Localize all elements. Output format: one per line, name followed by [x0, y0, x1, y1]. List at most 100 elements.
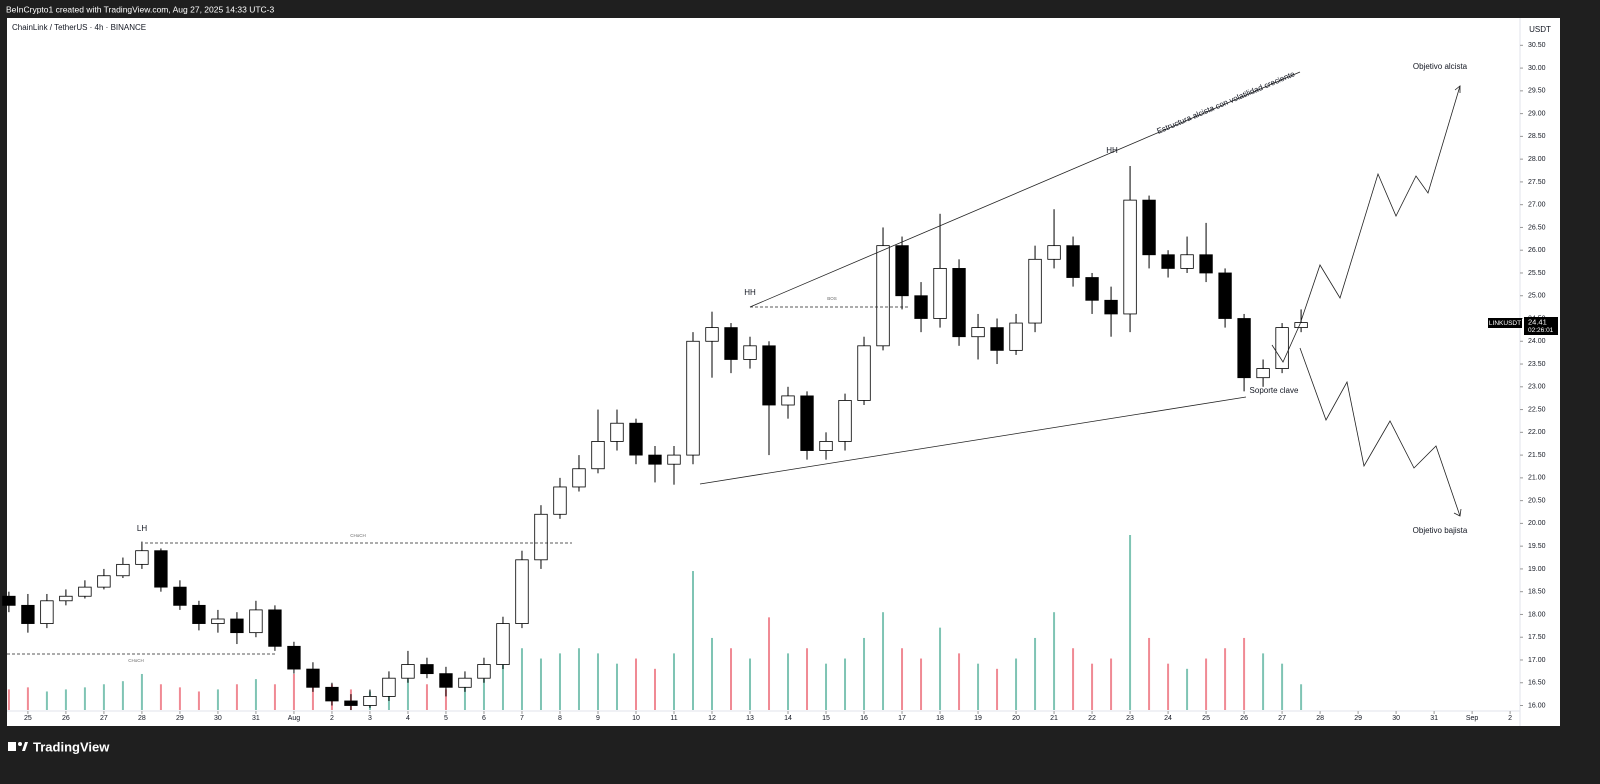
- candle-body: [1237, 318, 1251, 379]
- volume-bar: [64, 689, 67, 710]
- candle-body: [952, 268, 966, 338]
- chart-title: ChainLink / TetherUS · 4h · BINANCE: [12, 23, 146, 32]
- volume-bar: [102, 684, 105, 710]
- arrowhead: [1454, 85, 1461, 93]
- candle-body: [287, 645, 301, 670]
- volume-bar: [958, 653, 961, 710]
- candle-body: [1085, 277, 1099, 301]
- candle-body: [59, 595, 73, 602]
- volume-bar: [615, 663, 618, 710]
- candle-body: [97, 575, 111, 588]
- candle-body: [211, 618, 225, 624]
- y-tick-label: 22.50: [1528, 406, 1546, 413]
- x-tick-label: 27: [100, 715, 108, 722]
- volume-bar: [901, 648, 904, 710]
- candle-layer: [2, 165, 1308, 711]
- x-tick-label: 2: [1508, 715, 1512, 722]
- y-tick-label: 16.00: [1528, 702, 1546, 709]
- volume-bar: [159, 684, 162, 710]
- candle-body: [439, 673, 453, 688]
- x-tick-label: 20: [1012, 715, 1020, 722]
- y-unit: USDT: [1529, 25, 1551, 34]
- candle-body: [534, 513, 548, 561]
- volume-bar: [1091, 663, 1094, 710]
- x-tick-label: Aug: [288, 715, 301, 722]
- candle-body: [135, 550, 149, 565]
- x-tick-label: 7: [520, 715, 524, 722]
- candle-body: [914, 295, 928, 319]
- y-tick-label: 25.50: [1528, 270, 1546, 277]
- candle-body: [325, 686, 339, 702]
- volume-bar: [45, 691, 48, 710]
- candle-body: [781, 395, 795, 406]
- candle-body: [1066, 245, 1080, 278]
- y-tick-label: 27.00: [1528, 202, 1546, 209]
- volume-bar: [1167, 663, 1170, 710]
- candle-body: [629, 422, 643, 456]
- candle-body: [724, 327, 738, 360]
- x-tick-label: Sep: [1466, 715, 1479, 722]
- candle-body: [800, 395, 814, 451]
- logo-mark: [18, 742, 22, 746]
- volume-bar: [1129, 535, 1132, 710]
- y-tick-label: 20.50: [1528, 497, 1546, 504]
- volume-bar: [1205, 658, 1208, 710]
- candle-body: [819, 441, 833, 451]
- candle-body: [268, 609, 282, 647]
- countdown: 02:26:01: [1528, 327, 1554, 334]
- arrowhead: [1453, 508, 1462, 517]
- volume-bar: [140, 673, 143, 710]
- x-tick-label: 31: [1430, 715, 1438, 722]
- y-tick-label: 21.50: [1528, 452, 1546, 459]
- y-tick-label: 17.00: [1528, 657, 1546, 664]
- candle-body: [705, 327, 719, 342]
- y-tick-label: 18.00: [1528, 611, 1546, 618]
- axes: 16.00 16.50 17.00 17.50 18.00 18.50 19.00 19.50…: [24, 42, 1546, 722]
- volume-bar: [768, 617, 771, 710]
- x-tick-label: 4: [406, 715, 410, 722]
- candle-body: [553, 486, 567, 515]
- volume-bar: [730, 648, 733, 710]
- annotation: Objetivo bajista: [1413, 526, 1468, 535]
- volume-bar: [1110, 658, 1113, 710]
- y-tick-label: 23.50: [1528, 361, 1546, 368]
- volume-bar: [672, 653, 675, 710]
- candle-body: [1028, 258, 1042, 324]
- symbol-tag: [1488, 318, 1522, 328]
- annotation: LH: [137, 524, 147, 533]
- volume-bar: [634, 658, 637, 710]
- candle-body: [249, 609, 263, 634]
- y-tick-label: 26.50: [1528, 224, 1546, 231]
- candle-body: [876, 245, 890, 347]
- y-tick-label: 25.00: [1528, 293, 1546, 300]
- volume-bar: [406, 679, 409, 710]
- x-tick-label: 29: [1354, 715, 1362, 722]
- x-tick-label: 15: [822, 715, 830, 722]
- volume-bar: [273, 684, 276, 710]
- x-tick-label: 21: [1050, 715, 1058, 722]
- volume-bar: [1186, 668, 1189, 710]
- annotation: Objetivo alcista: [1413, 62, 1468, 71]
- support-line: [699, 396, 1247, 485]
- volume-bar: [83, 687, 86, 710]
- candle-body: [990, 327, 1004, 351]
- y-tick-label: 21.00: [1528, 475, 1546, 482]
- logo-mark: [8, 742, 16, 751]
- y-tick-label: 30.50: [1528, 42, 1546, 49]
- x-tick-label: 30: [1392, 715, 1400, 722]
- candle-body: [173, 586, 187, 606]
- credit: BeInCrypto1 created with TradingView.com…: [6, 4, 274, 14]
- volume-bar: [596, 653, 599, 710]
- x-tick-label: 30: [214, 715, 222, 722]
- x-tick-label: 9: [596, 715, 600, 722]
- volume-bar: [691, 571, 694, 710]
- y-tick-label: 28.50: [1528, 133, 1546, 140]
- volume-bar: [1243, 637, 1246, 710]
- candle-body: [1294, 322, 1308, 329]
- annotation: HH: [744, 288, 756, 297]
- volume-bar: [1148, 637, 1151, 710]
- x-tick-label: 13: [746, 715, 754, 722]
- candle-body: [572, 468, 586, 488]
- x-tick-label: 26: [1240, 715, 1248, 722]
- volume-bar: [825, 663, 828, 710]
